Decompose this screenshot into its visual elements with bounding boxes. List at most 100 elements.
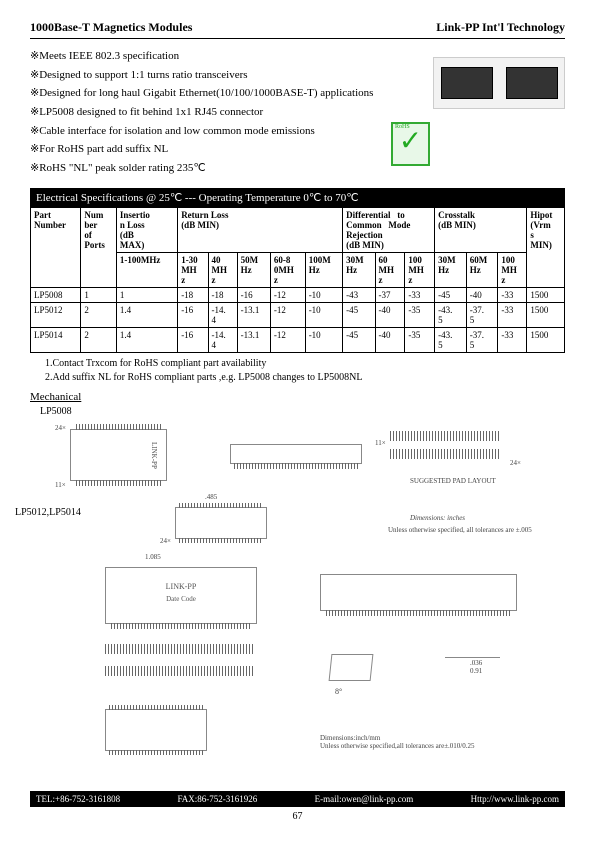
col-part: PartNumber — [31, 207, 81, 287]
footer-web: Http://www.link-pp.com — [471, 794, 559, 804]
header-left: 1000Base-T Magnetics Modules — [30, 20, 192, 35]
cell: -37 — [375, 287, 405, 302]
pins-icon — [109, 705, 203, 710]
pins-icon — [234, 463, 358, 469]
sub: 100MHz — [405, 252, 435, 287]
cell: 1.4 — [116, 302, 177, 327]
page-number: 67 — [30, 811, 565, 822]
spec-title-bar: Electrical Specifications @ 25℃ --- Oper… — [30, 188, 565, 207]
cell: -37.5 — [466, 327, 498, 352]
chip-icon — [441, 67, 493, 99]
pads-icon — [390, 449, 500, 459]
table-notes: 1.Contact Trxcom for RoHS compliant part… — [45, 357, 565, 385]
cell: -40 — [466, 287, 498, 302]
cell: 1500 — [527, 287, 565, 302]
cell: 2 — [81, 302, 117, 327]
pkg-top-5012-large: LINK-PP Date Code — [105, 567, 257, 624]
dim-label: .0360.91 — [470, 659, 482, 675]
footer: TEL:+86-752-3161808 FAX:86-752-3161926 E… — [30, 791, 565, 822]
cell: -16 — [178, 327, 208, 352]
cell: -18 — [178, 287, 208, 302]
sub: 60MHz — [375, 252, 405, 287]
col-iloss: Insertion Loss(dBMAX) — [116, 207, 177, 252]
cell: LP5008 — [31, 287, 81, 302]
cell: -16 — [237, 287, 270, 302]
pads-icon — [390, 431, 500, 441]
sub: 1-100MHz — [116, 252, 177, 287]
col-dcmr: Differential toCommon ModeRejection(dB M… — [343, 207, 435, 252]
sub: 50MHz — [237, 252, 270, 287]
sub: 60-80MHz — [270, 252, 305, 287]
footer-tel: TEL:+86-752-3161808 — [36, 794, 120, 804]
cell: 2 — [81, 327, 117, 352]
mechanical-drawings: 24× LINK-PP 11× SUGGESTED PAD LAYOUT 11×… — [30, 419, 565, 799]
footer-bar: TEL:+86-752-3161808 FAX:86-752-3161926 E… — [30, 791, 565, 807]
cell: -12 — [270, 287, 305, 302]
cell: -43 — [343, 287, 375, 302]
sub: 1-30MHz — [178, 252, 208, 287]
rohs-badge: ✓ — [391, 122, 430, 166]
pads-icon — [105, 666, 255, 676]
sub: 30MHz — [435, 252, 467, 287]
cell: -33 — [498, 287, 527, 302]
pkg-side-5008 — [230, 444, 362, 464]
cell: LP5014 — [31, 327, 81, 352]
footer-fax: FAX:86-752-3161926 — [177, 794, 257, 804]
cell: -40 — [375, 302, 405, 327]
pad-caption: SUGGESTED PAD LAYOUT — [410, 477, 496, 485]
header: 1000Base-T Magnetics Modules Link-PP Int… — [30, 20, 565, 39]
pins-icon — [179, 503, 263, 508]
cell: -12 — [270, 327, 305, 352]
cell: -43.5 — [435, 327, 467, 352]
note-line: 2.Add suffix NL for RoHS compliant parts… — [45, 371, 565, 385]
dim-label: .485 — [205, 493, 217, 501]
table-row: LP501221.4-16-14.4-13.1-12-10-45-40-35-4… — [31, 302, 565, 327]
sub: 60MHz — [466, 252, 498, 287]
pad-layout — [390, 431, 500, 471]
cell: -10 — [305, 287, 342, 302]
pins-icon — [111, 623, 251, 629]
pad-layout-big — [105, 644, 255, 676]
dim-label: 24× — [510, 459, 521, 467]
feature-item: ※For RoHS part add suffix NL — [30, 140, 565, 159]
chip-text: Date Code — [106, 595, 256, 603]
chip-icon — [506, 67, 558, 99]
dim-label: 11× — [375, 439, 386, 447]
dim-note: Dimensions: inches — [410, 514, 465, 522]
mech-label-b: LP5012,LP5014 — [15, 507, 81, 518]
chip-photo — [433, 57, 565, 109]
dim-label: 1.085 — [145, 553, 161, 561]
cell: -13.1 — [237, 302, 270, 327]
dim-label: 24× — [160, 537, 171, 545]
col-ports: NumberofPorts — [81, 207, 117, 287]
cell: -45 — [343, 302, 375, 327]
col-xtalk: Crosstalk(dB MIN) — [435, 207, 527, 252]
spec-table: PartNumber NumberofPorts Insertion Loss(… — [30, 207, 565, 353]
pkg-side-5012 — [320, 574, 517, 611]
cell: 1500 — [527, 327, 565, 352]
table-row: LP500811-18-18-16-12-10-43-37-33-45-40-3… — [31, 287, 565, 302]
pkg-top-5012 — [175, 507, 267, 539]
pins-icon — [109, 750, 203, 755]
cell: -43.5 — [435, 302, 467, 327]
pins-icon — [76, 480, 161, 486]
cell: -37.5 — [466, 302, 498, 327]
cell: -12 — [270, 302, 305, 327]
cell: 1.4 — [116, 327, 177, 352]
chip-text: LINK-PP — [106, 582, 256, 591]
table-header-row: PartNumber NumberofPorts Insertion Loss(… — [31, 207, 565, 252]
cell: -33 — [405, 287, 435, 302]
pins-icon — [179, 538, 263, 543]
sub: 100MHz — [305, 252, 342, 287]
pkg-bottom — [105, 709, 207, 751]
pins-icon — [326, 610, 511, 616]
cell: -13.1 — [237, 327, 270, 352]
cell: -33 — [498, 302, 527, 327]
pads-icon — [105, 644, 255, 654]
features-list: ※Meets IEEE 802.3 specification ※Designe… — [30, 47, 565, 178]
cell: -14.4 — [208, 327, 237, 352]
dim-line — [445, 657, 500, 658]
cell: -35 — [405, 302, 435, 327]
cell: 1 — [81, 287, 117, 302]
cell: -10 — [305, 302, 342, 327]
